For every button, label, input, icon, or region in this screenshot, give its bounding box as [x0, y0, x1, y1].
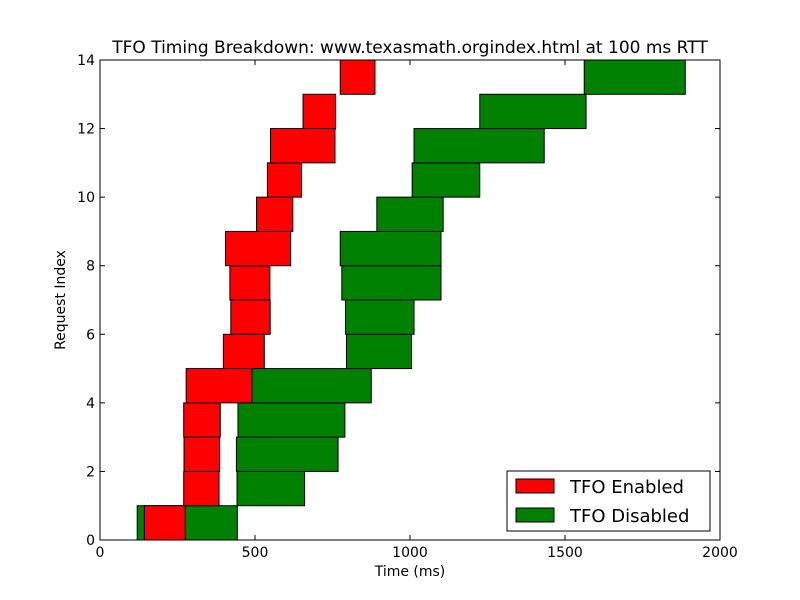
bar-tfo-enabled-10	[266, 162, 302, 198]
bar-tfo-enabled-2	[183, 436, 221, 472]
x-tick-label: 2000	[702, 545, 738, 561]
bar-tfo-enabled-8	[225, 230, 292, 267]
bar-tfo-enabled-7	[229, 265, 271, 301]
bar-tfo-disabled-3	[237, 402, 346, 438]
x-tick-label: 0	[96, 545, 105, 561]
x-tick-label: 1500	[547, 545, 583, 561]
y-tick-label: 4	[86, 396, 95, 412]
bar-tfo-disabled-7	[341, 265, 442, 301]
bar-tfo-enabled-3	[183, 402, 221, 438]
series-tfo-disabled	[136, 59, 686, 541]
bar-tfo-enabled-1	[183, 470, 220, 507]
bar-tfo-disabled-6	[345, 299, 415, 335]
series-tfo-enabled	[143, 59, 376, 541]
bar-tfo-enabled-0	[143, 505, 186, 541]
x-tick-label: 500	[242, 545, 269, 561]
y-tick-label: 12	[77, 122, 95, 138]
legend-swatch-tfo-enabled	[515, 478, 555, 494]
bar-tfo-disabled-9	[376, 196, 444, 232]
bar-tfo-enabled-5	[222, 333, 265, 370]
chart-title: TFO Timing Breakdown: www.texasmath.orgi…	[111, 38, 708, 58]
bar-tfo-enabled-6	[230, 299, 271, 335]
x-tick-label: 1000	[392, 545, 428, 561]
bar-tfo-disabled-2	[235, 436, 339, 472]
bar-tfo-enabled-9	[256, 196, 294, 232]
bar-tfo-disabled-4	[251, 368, 372, 404]
y-tick-label: 0	[86, 533, 95, 549]
y-tick-label: 14	[77, 53, 95, 69]
bar-tfo-enabled-12	[302, 93, 337, 130]
bar-tfo-disabled-10	[411, 162, 481, 198]
bar-tfo-enabled-13	[339, 59, 376, 95]
y-tick-label: 8	[86, 259, 95, 275]
bar-tfo-disabled-1	[236, 470, 306, 507]
y-axis-label: Request Index	[53, 250, 69, 350]
bar-tfo-enabled-11	[270, 128, 336, 164]
y-tick-label: 6	[86, 327, 95, 343]
bar-tfo-disabled-12	[479, 93, 587, 130]
legend-label-tfo-disabled: TFO Disabled	[569, 506, 689, 527]
bar-tfo-disabled-5	[345, 333, 413, 370]
bar-tfo-disabled-8	[339, 230, 442, 267]
bar-tfo-disabled-13	[583, 59, 686, 95]
x-axis-label: Time (ms)	[374, 564, 446, 580]
y-tick-label: 2	[86, 464, 95, 480]
axis-ticks: 0 500 1000 1500 2000 0 2 4 6 8 10 12 14	[77, 53, 738, 561]
legend-label-tfo-enabled: TFO Enabled	[569, 477, 684, 498]
legend-swatch-tfo-disabled	[515, 507, 555, 523]
bar-tfo-disabled-11	[413, 128, 545, 164]
legend: TFO Enabled TFO Disabled	[506, 470, 711, 532]
bar-tfo-enabled-4	[185, 368, 253, 404]
y-tick-label: 10	[77, 190, 95, 206]
